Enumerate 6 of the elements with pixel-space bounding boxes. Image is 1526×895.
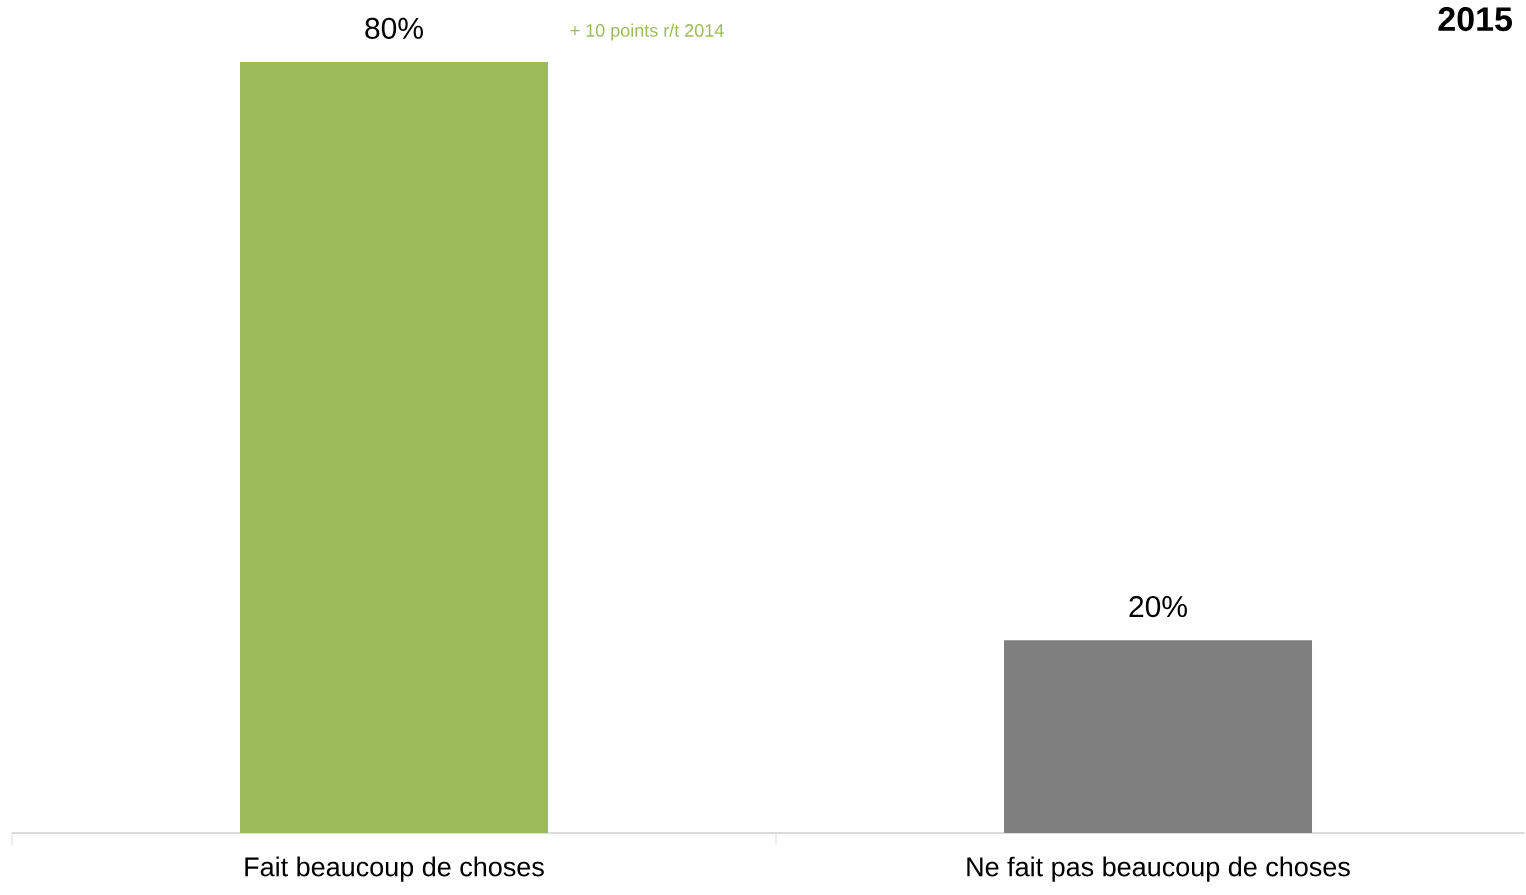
data-label: 20% xyxy=(1129,595,1187,618)
chart-title: 2015 xyxy=(1438,7,1512,32)
x-tick-label: Fait beaucoup de choses xyxy=(245,856,544,882)
text: + 10 points r/t 2014 xyxy=(570,23,724,41)
x-tick-label: Ne fait pas beaucoup de choses xyxy=(967,856,1350,882)
data-label: 80% xyxy=(365,17,423,39)
